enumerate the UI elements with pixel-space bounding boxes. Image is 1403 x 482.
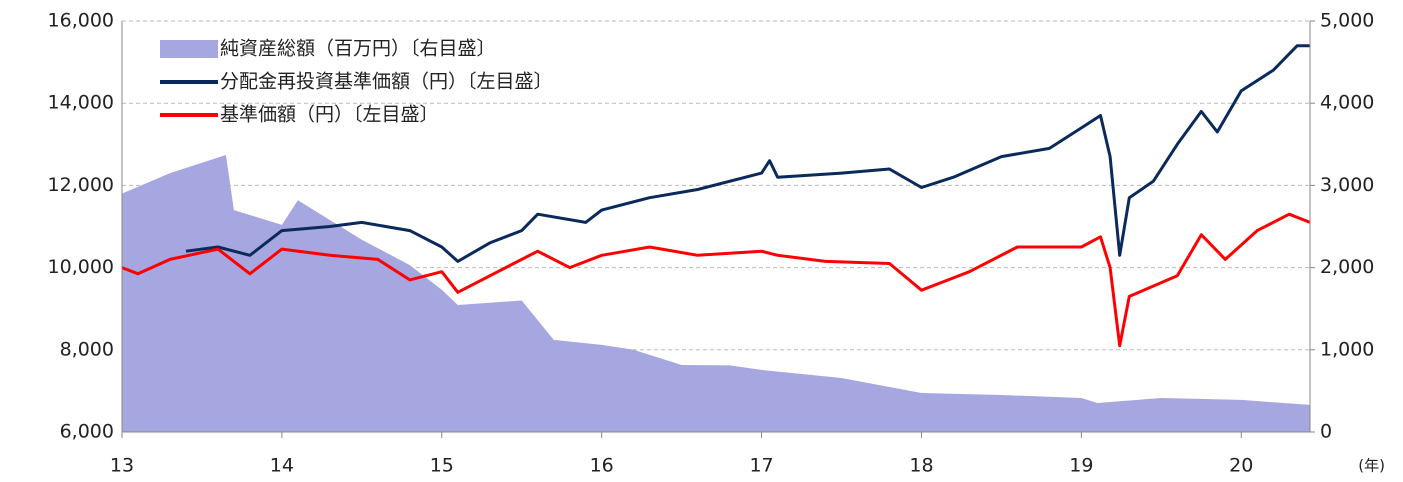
y-tick-label: 6,000 xyxy=(60,421,114,443)
line xyxy=(121,212,1311,348)
y-tick-label: 14,000 xyxy=(48,92,114,114)
y-tick-label: 12,000 xyxy=(48,174,114,196)
y-tick-label: 10,000 xyxy=(48,256,114,278)
y2-tick-label: 1,000 xyxy=(1320,338,1374,360)
y2-tick-label: 5,000 xyxy=(1320,10,1374,32)
line xyxy=(185,44,1310,263)
legend-swatch xyxy=(160,40,218,58)
x-unit-label: (年) xyxy=(1358,457,1385,475)
area xyxy=(122,155,1310,432)
x-tick-label: 17 xyxy=(749,455,773,477)
y2-tick-label: 2,000 xyxy=(1320,256,1374,278)
x-tick-label: 13 xyxy=(110,455,134,477)
y-tick-label: 8,000 xyxy=(60,338,114,360)
x-tick-label: 15 xyxy=(430,455,454,477)
x-tick-label: 19 xyxy=(1069,455,1093,477)
legend-label: 純資産総額（百万円）〔右目盛〕 xyxy=(220,38,496,60)
x-tick-label: 18 xyxy=(909,455,933,477)
y2-tick-label: 3,000 xyxy=(1320,174,1374,196)
x-tick-label: 14 xyxy=(270,455,294,477)
y2-tick-label: 4,000 xyxy=(1320,92,1374,114)
x-tick-label: 16 xyxy=(590,455,614,477)
legend-label: 基準価額（円）〔左目盛〕 xyxy=(220,104,439,126)
x-tick-label: 20 xyxy=(1229,455,1253,477)
legend-label: 分配金再投資基準価額（円）〔左目盛〕 xyxy=(220,71,553,93)
y-tick-label: 16,000 xyxy=(48,10,114,32)
y2-tick-label: 0 xyxy=(1320,421,1332,443)
